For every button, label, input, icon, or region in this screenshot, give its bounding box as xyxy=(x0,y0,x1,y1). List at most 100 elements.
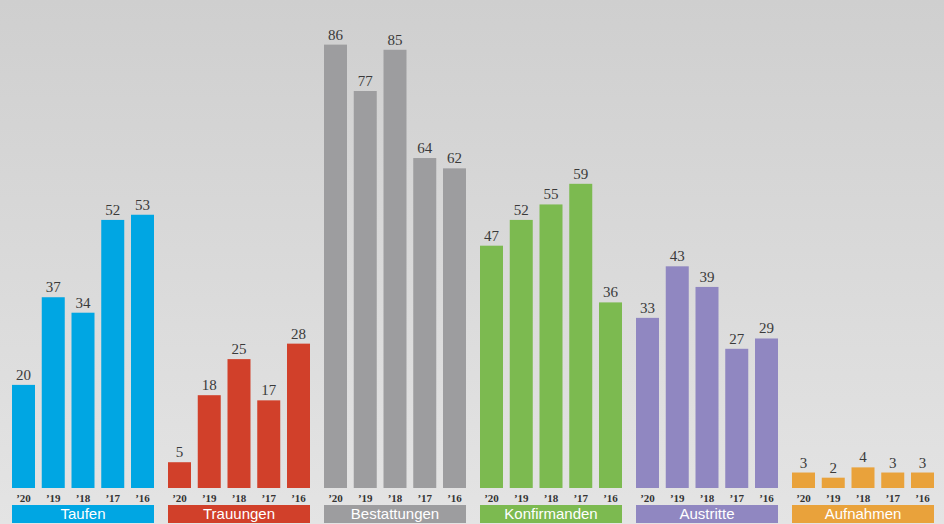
bar xyxy=(822,478,845,488)
bar xyxy=(287,344,310,488)
panel: 20’2037’1934’1852’1753’16Taufen xyxy=(12,197,154,523)
tick-label: ’16 xyxy=(915,492,930,504)
data-label: 4 xyxy=(859,449,867,465)
data-label: 25 xyxy=(232,341,247,357)
bar xyxy=(911,473,934,488)
title: Austritte xyxy=(679,505,734,522)
bars xyxy=(324,45,466,488)
bar xyxy=(510,220,533,488)
bar xyxy=(881,473,904,488)
data-label: 85 xyxy=(388,32,403,48)
tick-label: ’17 xyxy=(573,492,588,504)
tick-label: ’18 xyxy=(232,492,247,504)
data-label: 29 xyxy=(759,320,774,336)
data-label: 3 xyxy=(919,455,927,471)
tick-label: ’20 xyxy=(328,492,343,504)
panel: 3’202’194’183’173’16Aufnahmen xyxy=(792,449,934,523)
bar xyxy=(131,215,154,488)
title-box xyxy=(636,505,778,523)
chart: 20’2037’1934’1852’1753’16Taufen5’2018’19… xyxy=(0,0,944,524)
bar xyxy=(168,462,191,488)
data-label: 39 xyxy=(700,269,715,285)
tick-label: ’20 xyxy=(172,492,187,504)
bar xyxy=(569,184,592,488)
tick-label: ’18 xyxy=(76,492,91,504)
bars xyxy=(636,266,778,488)
bar xyxy=(413,158,436,488)
data-label: 86 xyxy=(328,27,344,43)
data-label: 2 xyxy=(830,460,838,476)
tick-label: ’20 xyxy=(484,492,499,504)
data-label: 37 xyxy=(46,279,62,295)
title: Bestattungen xyxy=(351,505,439,522)
data-label: 5 xyxy=(176,444,184,460)
tick-label: ’17 xyxy=(885,492,900,504)
tick-label: ’17 xyxy=(261,492,276,504)
panel: 5’2018’1925’1817’1728’16Trauungen xyxy=(168,326,310,523)
tick-label: ’18 xyxy=(700,492,715,504)
data-label: 3 xyxy=(800,455,808,471)
data-label: 28 xyxy=(291,326,306,342)
bar xyxy=(636,318,659,488)
tick-label: ’17 xyxy=(105,492,120,504)
tick-label: ’18 xyxy=(856,492,871,504)
title: Taufen xyxy=(60,505,105,522)
tick-label: ’16 xyxy=(603,492,618,504)
tick-label: ’19 xyxy=(670,492,685,504)
data-label: 47 xyxy=(484,228,500,244)
bar xyxy=(72,313,95,488)
panel: 33’2043’1939’1827’1729’16Austritte xyxy=(636,248,778,523)
bar xyxy=(443,168,466,488)
bars xyxy=(168,344,310,488)
data-label: 18 xyxy=(202,377,217,393)
tick-label: ’19 xyxy=(46,492,61,504)
title: Trauungen xyxy=(203,505,275,522)
data-label: 34 xyxy=(76,295,92,311)
tick-label: ’20 xyxy=(16,492,31,504)
title-box xyxy=(480,505,622,523)
title-box xyxy=(12,505,154,523)
tick-label: ’16 xyxy=(759,492,774,504)
tick-label: ’16 xyxy=(447,492,462,504)
panel: 86 ’20 77 ’19 85 ’18 64 ’17 62 ’16 Bestattungen xyxy=(324,27,466,523)
title-box xyxy=(324,505,466,523)
bar xyxy=(198,395,221,488)
data-label: 53 xyxy=(135,197,150,213)
tick-label: ’18 xyxy=(544,492,559,504)
title-box xyxy=(168,505,310,523)
data-label: 52 xyxy=(514,202,529,218)
bar xyxy=(12,385,35,488)
bar xyxy=(42,297,65,488)
data-label: 43 xyxy=(670,248,685,264)
data-label: 62 xyxy=(447,150,462,166)
data-label: 27 xyxy=(729,331,745,347)
title-box xyxy=(792,505,934,523)
bar xyxy=(324,45,347,488)
bar xyxy=(354,91,377,488)
data-label: 17 xyxy=(261,382,277,398)
bar xyxy=(852,467,875,488)
tick-label: ’19 xyxy=(358,492,373,504)
data-label: 77 xyxy=(358,73,374,89)
panel: 47’2052’1955’1859’1736’16Konfirmanden xyxy=(480,166,622,523)
data-label: 64 xyxy=(417,140,433,156)
bar xyxy=(696,287,719,488)
data-label: 33 xyxy=(640,300,655,316)
bars xyxy=(792,467,934,488)
bar xyxy=(725,349,748,488)
data-label: 3 xyxy=(889,455,897,471)
title: Aufnahmen xyxy=(825,505,902,522)
bar xyxy=(101,220,124,488)
data-label: 55 xyxy=(544,186,559,202)
data-label: 52 xyxy=(105,202,120,218)
bars xyxy=(480,184,622,488)
tick-label: ’19 xyxy=(514,492,529,504)
bar xyxy=(599,302,622,488)
tick-label: ’17 xyxy=(417,492,432,504)
title: Konfirmanden xyxy=(504,505,597,522)
tick-label: ’18 xyxy=(388,492,403,504)
data-label: 36 xyxy=(603,284,619,300)
bar xyxy=(257,400,280,488)
tick-label: ’16 xyxy=(135,492,150,504)
tick-label: ’19 xyxy=(202,492,217,504)
